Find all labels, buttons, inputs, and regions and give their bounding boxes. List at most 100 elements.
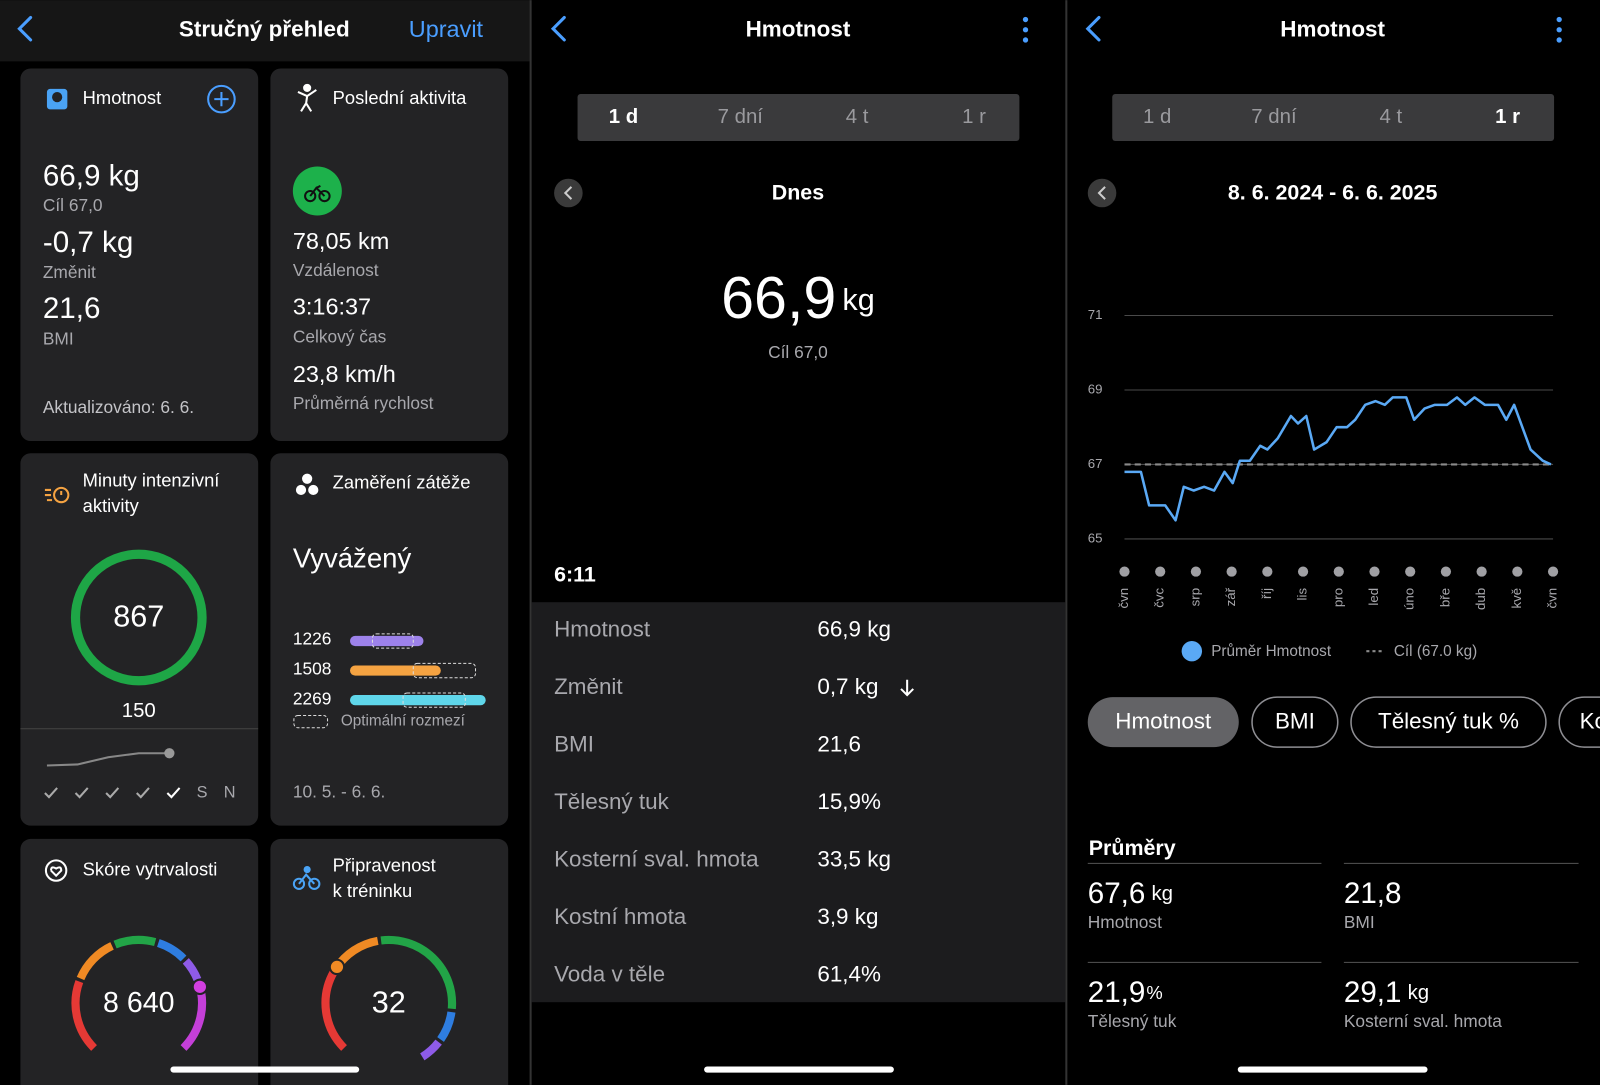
gauge-segment bbox=[113, 935, 157, 949]
average-label: Tělesný tuk bbox=[1088, 1011, 1177, 1031]
back-button[interactable] bbox=[550, 15, 566, 42]
add-button[interactable] bbox=[207, 84, 236, 114]
x-tick-dot bbox=[1476, 566, 1487, 577]
row-value: 15,9% bbox=[817, 789, 881, 814]
back-button[interactable] bbox=[1085, 15, 1101, 42]
tab[interactable]: 1 r bbox=[962, 106, 986, 128]
screen-title: Hmotnost bbox=[1280, 17, 1385, 42]
card[interactable] bbox=[270, 68, 509, 441]
gauge-marker bbox=[191, 978, 209, 996]
x-tick-dot bbox=[1512, 566, 1523, 577]
prev-icon bbox=[1097, 186, 1106, 200]
speed-label: Průměrná rychlost bbox=[293, 393, 434, 413]
load-icon bbox=[295, 473, 319, 496]
x-tick-dot bbox=[1119, 566, 1130, 577]
tab-bar bbox=[577, 94, 1020, 141]
x-tick-label: dub bbox=[1473, 588, 1488, 610]
row-label: Voda v těle bbox=[554, 961, 665, 986]
prev-button[interactable] bbox=[1087, 178, 1117, 208]
weight-chart: 65 67 69 71 čvn čvc srp zář říj lis pro led úno bře du… bbox=[1088, 307, 1560, 662]
speed: 23,8 km/h bbox=[293, 361, 396, 387]
tab[interactable]: 4 t bbox=[1379, 106, 1402, 128]
row-label: Kostní hmota bbox=[554, 904, 687, 929]
tab[interactable]: 7 dní bbox=[718, 106, 764, 128]
average-value-part: % bbox=[1146, 982, 1162, 1003]
x-tick-label: pro bbox=[1330, 588, 1345, 607]
load-bars bbox=[293, 633, 486, 729]
x-tick-label: srp bbox=[1187, 588, 1202, 606]
down-arrow bbox=[900, 679, 914, 697]
gauge-segment bbox=[76, 942, 114, 981]
chip[interactable] bbox=[1350, 696, 1547, 748]
gauge-segment bbox=[71, 980, 98, 1051]
x-tick-dot bbox=[1190, 566, 1202, 577]
average-label: Kosterní sval. hmota bbox=[1344, 1011, 1502, 1031]
tab[interactable]: 1 d bbox=[1143, 106, 1171, 128]
x-tick-label: kvě bbox=[1509, 588, 1524, 609]
back-button[interactable] bbox=[17, 15, 33, 42]
x-tick-label: říj bbox=[1259, 588, 1274, 599]
x-tick-label: čvc bbox=[1152, 588, 1167, 608]
prev-icon bbox=[563, 186, 573, 200]
y-tick-label: 71 bbox=[1088, 307, 1103, 322]
chip[interactable] bbox=[1558, 696, 1600, 748]
screen-title: Stručný přehled bbox=[179, 17, 350, 42]
x-tick-dot bbox=[1405, 566, 1416, 577]
menu-button[interactable] bbox=[1556, 16, 1562, 43]
home-indicator bbox=[170, 1066, 360, 1073]
chip-label[interactable]: Ko bbox=[1580, 709, 1600, 734]
y-tick-label: 65 bbox=[1088, 530, 1103, 545]
legend-label: Průměr Hmotnost bbox=[1211, 643, 1332, 660]
card-title: Poslední aktivita bbox=[333, 87, 467, 108]
intensity-icon bbox=[44, 486, 70, 504]
minutes: 867 bbox=[113, 600, 164, 634]
x-tick-dot bbox=[1547, 566, 1559, 577]
average-value: 21,8 bbox=[1344, 877, 1402, 910]
row-value: 3,9 kg bbox=[817, 904, 878, 929]
x-tick-dot bbox=[1262, 566, 1273, 577]
day-label: S bbox=[197, 783, 208, 801]
card-title: aktivity bbox=[83, 495, 140, 516]
edit-button[interactable]: Upravit bbox=[409, 16, 484, 42]
average-value: 29,1 kg bbox=[1344, 976, 1429, 1009]
chip-label[interactable]: Hmotnost bbox=[1115, 709, 1212, 734]
tab[interactable]: 1 d bbox=[609, 106, 638, 128]
gauge-segment bbox=[156, 939, 187, 962]
x-tick-dot bbox=[1440, 566, 1452, 577]
y-tick-label: 69 bbox=[1088, 381, 1103, 396]
change-label: Změnit bbox=[43, 262, 96, 282]
x-tick-label: led bbox=[1366, 588, 1381, 606]
minutes-goal: 150 bbox=[122, 700, 156, 722]
tab[interactable]: 1 r bbox=[1495, 106, 1520, 128]
x-tick-dot bbox=[1297, 566, 1309, 577]
card[interactable] bbox=[20, 68, 259, 441]
row-value: 33,5 kg bbox=[817, 846, 891, 871]
tab[interactable]: 4 t bbox=[846, 106, 869, 128]
chip[interactable] bbox=[1251, 696, 1339, 748]
x-tick-dot bbox=[1369, 566, 1380, 577]
menu-button[interactable] bbox=[1022, 16, 1029, 43]
section-title: Průměry bbox=[1089, 836, 1176, 860]
chip-label[interactable]: Tělesný tuk % bbox=[1378, 709, 1519, 734]
chip[interactable] bbox=[1087, 697, 1239, 748]
time-label: Celkový čas bbox=[293, 326, 387, 346]
x-tick-label: zář bbox=[1223, 587, 1238, 606]
intensity-ring bbox=[70, 549, 207, 686]
row-value: 0,7 kg bbox=[817, 674, 878, 699]
card[interactable] bbox=[20, 453, 259, 826]
cycling-badge bbox=[292, 166, 342, 216]
tab[interactable]: 7 dní bbox=[1251, 106, 1297, 128]
x-tick-label: úno bbox=[1402, 588, 1417, 610]
current-weight: 66,9 kg bbox=[721, 264, 875, 331]
gauge-segment bbox=[321, 969, 348, 1051]
trend-dot bbox=[164, 748, 175, 759]
average-value-part: 67,6 bbox=[1088, 877, 1146, 910]
chip-label[interactable]: BMI bbox=[1275, 709, 1315, 734]
row-label: Tělesný tuk bbox=[554, 789, 670, 814]
home-indicator bbox=[1237, 1066, 1428, 1073]
prev-button[interactable] bbox=[554, 178, 583, 208]
screen-title: Hmotnost bbox=[746, 17, 851, 42]
load-value: 2269 bbox=[293, 689, 332, 709]
